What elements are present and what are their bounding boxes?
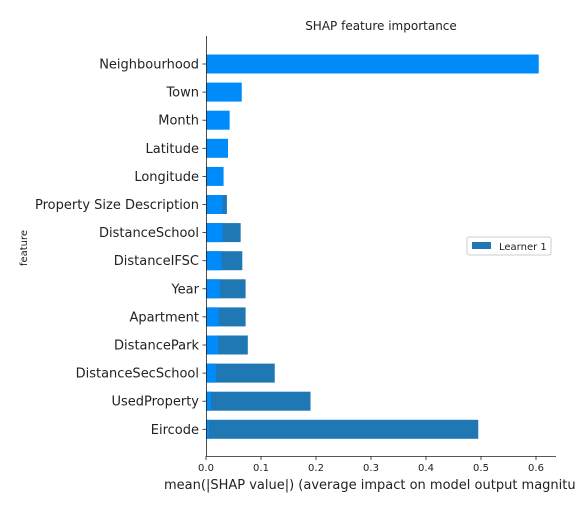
x-tick-label-0-6: 0.6 <box>528 463 544 474</box>
bar-overlay-distanceifsc <box>206 251 222 271</box>
x-axis-label: mean(|SHAP value|) (average impact on mo… <box>164 478 576 493</box>
bar-overlay-month <box>206 110 230 130</box>
bars-group <box>206 54 539 439</box>
bar-overlay-apartment <box>206 307 219 327</box>
y-tick-label-year: Year <box>170 282 199 297</box>
legend-swatch <box>472 242 491 249</box>
legend-label: Learner 1 <box>499 242 547 253</box>
bar-learner-1-usedproperty <box>206 391 311 411</box>
x-tick-label-0-4: 0.4 <box>418 463 434 474</box>
y-tick-label-distanceifsc: DistanceIFSC <box>114 254 199 269</box>
y-tick-label-distancesecschool: DistanceSecSchool <box>76 367 199 382</box>
bar-overlay-property-size-description <box>206 195 223 214</box>
y-tick-label-distanceschool: DistanceSchool <box>99 226 199 241</box>
bar-overlay-town <box>206 82 242 102</box>
y-tick-label-property-size-description: Property Size Description <box>35 198 199 213</box>
y-tick-label-distancepark: DistancePark <box>114 339 199 354</box>
x-tick-label-0-3: 0.3 <box>363 463 379 474</box>
bar-overlay-distanceschool <box>206 223 223 243</box>
x-tick-label-0-2: 0.2 <box>308 463 324 474</box>
y-tick-label-latitude: Latitude <box>145 142 199 157</box>
bar-learner-1-eircode <box>206 419 479 439</box>
bar-overlay-distancepark <box>206 335 219 355</box>
y-tick-label-month: Month <box>158 114 199 129</box>
legend: Learner 1 <box>466 236 552 256</box>
y-tick-label-town: Town <box>165 86 199 101</box>
y-axis-label: feature <box>19 230 30 266</box>
x-tick-label-0-1: 0.1 <box>253 463 269 474</box>
y-tick-label-longitude: Longitude <box>134 170 199 185</box>
x-tick-label-0-0: 0.0 <box>198 463 214 474</box>
bar-overlay-neighbourhood <box>206 54 539 74</box>
bar-overlay-distancesecschool <box>206 363 216 383</box>
y-tick-label-neighbourhood: Neighbourhood <box>99 58 199 73</box>
bar-overlay-usedproperty <box>206 391 211 411</box>
chart-title: SHAP feature importance <box>305 19 457 33</box>
bar-overlay-latitude <box>206 138 228 158</box>
y-tick-labels: Neighbourhood Town Month Latitude Longitude P… <box>35 58 206 438</box>
y-tick-label-apartment: Apartment <box>129 310 199 325</box>
legend-frame <box>466 236 552 256</box>
bar-overlay-longitude <box>206 166 224 186</box>
y-tick-label-usedproperty: UsedProperty <box>111 395 199 410</box>
bar-overlay-year <box>206 279 220 299</box>
bar-learner-1-distancesecschool <box>206 363 275 383</box>
x-tick-label-0-5: 0.5 <box>473 463 489 474</box>
bar-overlay-eircode <box>206 419 209 439</box>
y-tick-label-eircode: Eircode <box>151 423 199 438</box>
x-ticks: 0.0 0.1 0.2 0.3 0.4 0.5 0.6 <box>198 456 544 474</box>
